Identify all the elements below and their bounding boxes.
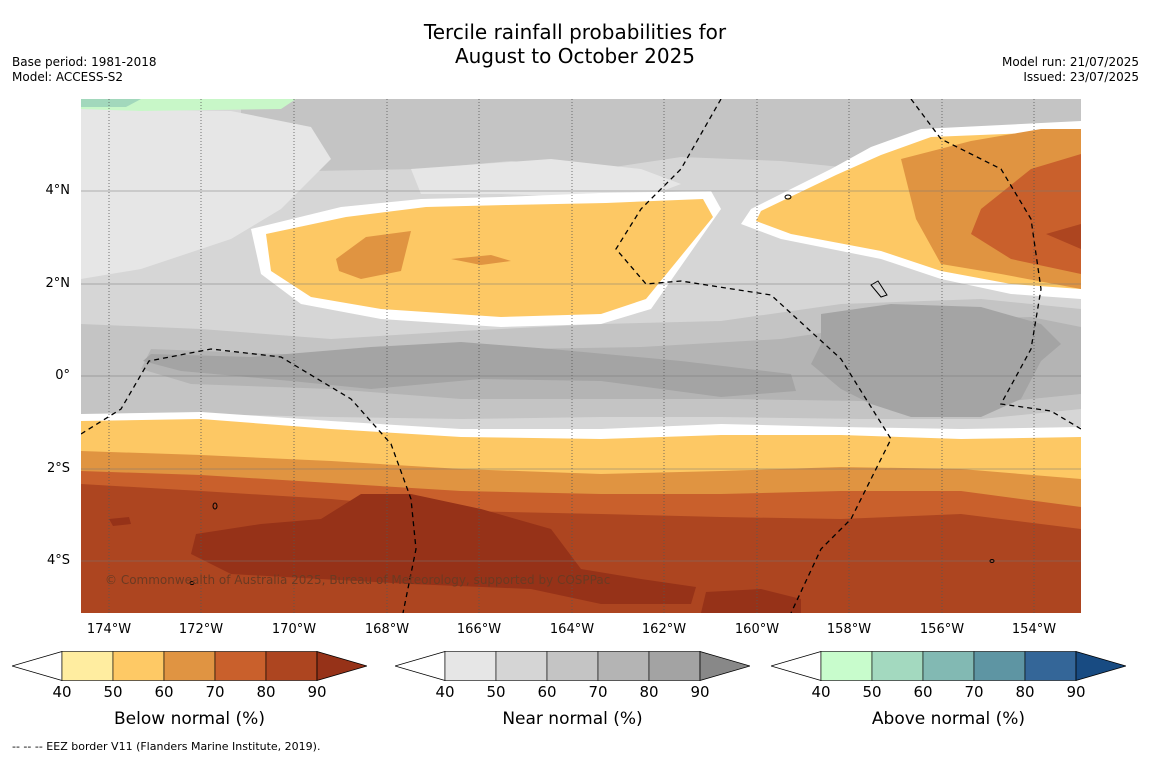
colorbar-below-title: Below normal (%)	[114, 709, 265, 729]
colorbar-segment	[1024, 651, 1077, 681]
below-normal-max-south	[191, 494, 696, 604]
latitude-tick-label: 4°S	[46, 553, 70, 568]
colorbar-segment	[495, 651, 548, 681]
colorbar-under-arrow	[769, 650, 822, 682]
map-canvas	[81, 99, 1081, 613]
near-normal-40-patch-west	[81, 109, 331, 279]
map-title-line1: Tercile rainfall probabilities for	[423, 20, 727, 44]
colorbar-segment	[61, 651, 114, 681]
base-period-label: Base period: 1981-2018	[12, 55, 157, 69]
islands	[189, 194, 995, 585]
colorbar-tick-label: 60	[537, 683, 557, 701]
model-run-label: Model run: 21/07/2025	[1001, 55, 1139, 69]
colorbar-segment	[648, 651, 701, 681]
longitude-tick-label: 170°W	[271, 622, 317, 637]
colorbar-tick-label: 80	[256, 683, 276, 701]
colorbar-tick-label: 60	[913, 683, 933, 701]
below-normal-80-northeast	[971, 154, 1081, 274]
colorbar-near-graphic	[393, 650, 752, 682]
colorbar-tick-label: 90	[307, 683, 327, 701]
colorbar-segment	[546, 651, 599, 681]
colorbar-near-title: Near normal (%)	[502, 709, 643, 729]
colorbar-tick-label: 80	[639, 683, 659, 701]
colorbar-segment	[444, 651, 497, 681]
colorbar-over-arrow	[1075, 650, 1128, 682]
colorbar-segment	[112, 651, 165, 681]
below-normal-max-south-west	[109, 517, 131, 526]
colorbar-over-arrow	[316, 650, 369, 682]
colorbar-under-arrow	[393, 650, 446, 682]
eez-border	[81, 99, 1081, 613]
latitude-tick-label: 2°S	[46, 461, 70, 476]
colorbar-above	[769, 650, 1128, 685]
colorbar-below	[10, 650, 369, 685]
colorbar-tick-label: 40	[52, 683, 72, 701]
colorbar-near	[393, 650, 752, 685]
longitude-tick-label: 158°W	[826, 622, 872, 637]
colorbar-under-arrow	[10, 650, 63, 682]
colorbar-tick-label: 50	[103, 683, 123, 701]
colorbar-segment	[163, 651, 216, 681]
map-title-line2: August to October 2025	[454, 44, 696, 68]
issued-label: Issued: 23/07/2025	[1023, 70, 1139, 84]
longitude-tick-label: 174°W	[86, 622, 132, 637]
colorbar-tick-label: 50	[486, 683, 506, 701]
below-normal-max-south-east	[701, 589, 801, 613]
latitude-tick-label: 0°	[55, 368, 70, 383]
colorbar-segment	[265, 651, 318, 681]
colorbar-tick-label: 40	[811, 683, 831, 701]
longitude-tick-label: 154°W	[1011, 622, 1057, 637]
colorbar-tick-label: 80	[1015, 683, 1035, 701]
colorbar-tick-label: 90	[690, 683, 710, 701]
colorbar-above-graphic	[769, 650, 1128, 682]
colorbar-above-title: Above normal (%)	[871, 709, 1026, 729]
longitude-tick-label: 162°W	[641, 622, 687, 637]
eez-footnote: -- -- -- EEZ border V11 (Flanders Marine…	[12, 740, 321, 753]
colorbar-segment	[214, 651, 267, 681]
latitude-tick-label: 4°N	[45, 183, 71, 198]
colorbar-tick-label: 90	[1066, 683, 1086, 701]
longitude-tick-label: 166°W	[456, 622, 502, 637]
colorbar-segment	[922, 651, 975, 681]
colorbar-segment	[973, 651, 1026, 681]
colorbar-segment	[871, 651, 924, 681]
colorbar-tick-label: 50	[862, 683, 882, 701]
colorbar-segment	[820, 651, 873, 681]
near-normal-40-patch-central	[411, 159, 681, 199]
latitude-lines	[81, 190, 1081, 562]
longitude-tick-label: 156°W	[919, 622, 965, 637]
colorbar-over-arrow	[699, 650, 752, 682]
below-normal-90-northeast	[1046, 224, 1081, 249]
colorbar-tick-label: 70	[205, 683, 225, 701]
longitude-tick-label: 168°W	[364, 622, 410, 637]
model-label: Model: ACCESS-S2	[12, 70, 124, 84]
colorbar-tick-label: 70	[588, 683, 608, 701]
longitude-tick-label: 164°W	[549, 622, 595, 637]
colorbar-below-graphic	[10, 650, 369, 682]
below-normal-70-central	[336, 231, 411, 279]
colorbar-tick-label: 70	[964, 683, 984, 701]
probability-map	[81, 99, 1081, 613]
above-normal-50-corner	[81, 99, 141, 107]
colorbar-tick-label: 60	[154, 683, 174, 701]
near-normal-80-patch-west	[143, 342, 796, 397]
copyright-notice: © Commonwealth of Australia 2025, Bureau…	[105, 573, 611, 587]
colorbar-tick-label: 40	[435, 683, 455, 701]
longitude-tick-label: 172°W	[178, 622, 224, 637]
near-normal-80-patch-east	[811, 304, 1061, 417]
colorbar-segment	[597, 651, 650, 681]
below-normal-70-central-sliver	[451, 255, 511, 265]
longitude-tick-label: 160°W	[734, 622, 780, 637]
latitude-tick-label: 2°N	[45, 276, 71, 291]
